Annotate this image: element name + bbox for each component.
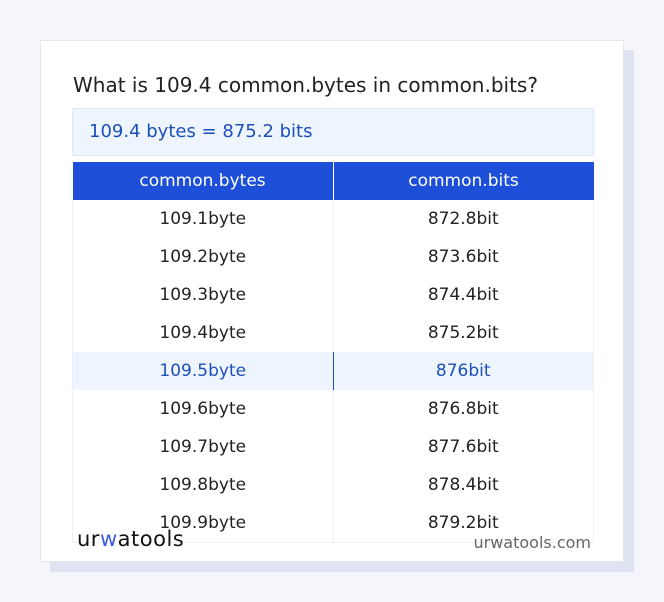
- table-cell: 873.6bit: [332, 238, 594, 276]
- table-cell: 109.3byte: [72, 276, 334, 314]
- table-cell: 874.4bit: [332, 276, 594, 314]
- table-row: 109.4byte 875.2bit: [72, 314, 594, 352]
- converter-card: What is 109.4 common.bytes in common.bit…: [40, 40, 624, 562]
- column-header: common.bytes: [72, 162, 334, 200]
- column-header: common.bits: [333, 162, 594, 200]
- table-row: 109.7byte 877.6bit: [72, 428, 594, 466]
- table-cell: 109.1byte: [72, 200, 334, 238]
- table-cell: 109.5byte: [72, 352, 334, 390]
- table-row: 109.3byte 874.4bit: [72, 276, 594, 314]
- site-link[interactable]: urwatools.com: [473, 533, 592, 552]
- page-title: What is 109.4 common.bytes in common.bit…: [73, 73, 538, 97]
- table-cell: 876bit: [332, 352, 594, 390]
- table-row: 109.2byte 873.6bit: [72, 238, 594, 276]
- table-cell: 109.9byte: [72, 504, 334, 543]
- table-cell: 109.6byte: [72, 390, 334, 428]
- table-row: 109.9byte 879.2bit: [72, 504, 594, 543]
- table-row: 109.5byte 876bit: [72, 352, 594, 390]
- conversion-table: common.bytes common.bits 109.1byte 872.8b…: [72, 162, 594, 543]
- table-row: 109.1byte 872.8bit: [72, 200, 594, 238]
- table-cell: 878.4bit: [332, 466, 594, 504]
- table-row: 109.8byte 878.4bit: [72, 466, 594, 504]
- table-row: 109.6byte 876.8bit: [72, 390, 594, 428]
- table-cell: 109.2byte: [72, 238, 334, 276]
- table-cell: 872.8bit: [332, 200, 594, 238]
- table-cell: 877.6bit: [332, 428, 594, 466]
- urwatools-logo[interactable]: urwatools: [77, 527, 185, 551]
- table-cell: 109.4byte: [72, 314, 334, 352]
- table-cell: 875.2bit: [332, 314, 594, 352]
- table-cell: 876.8bit: [332, 390, 594, 428]
- result-box: 109.4 bytes = 875.2 bits: [72, 108, 594, 156]
- table-cell: 879.2bit: [332, 504, 594, 543]
- table-cell: 109.7byte: [72, 428, 334, 466]
- table-cell: 109.8byte: [72, 466, 334, 504]
